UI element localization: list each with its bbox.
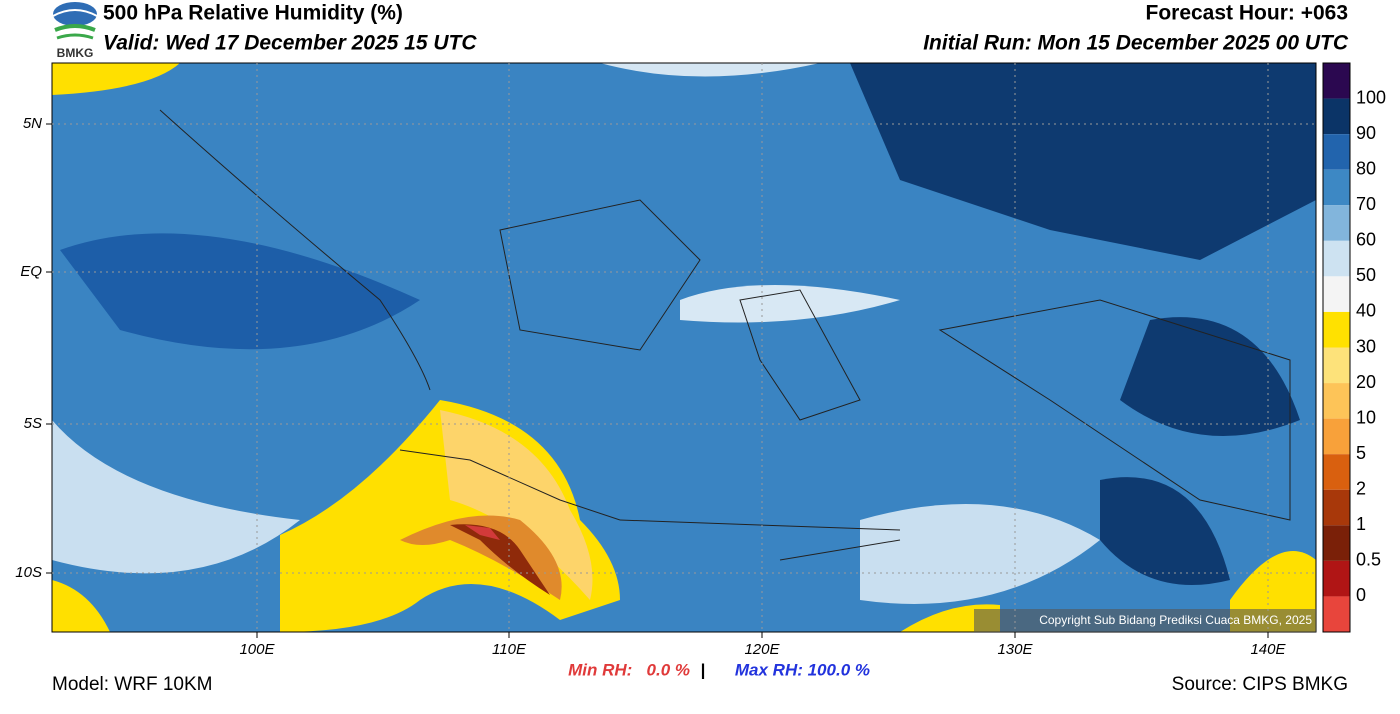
colorbar-frame (1322, 62, 1351, 633)
lat-label: 10S (15, 564, 42, 581)
colorbar-label: 80 (1356, 158, 1376, 178)
model: Model: WRF 10KM (52, 674, 212, 695)
logo-text: BMKG (57, 46, 94, 60)
colorbar-swatch (1323, 205, 1350, 241)
title: 500 hPa Relative Humidity (%) (103, 2, 403, 25)
colorbar-swatch (1323, 347, 1350, 384)
colorbar-swatch (1323, 240, 1350, 277)
colorbar-label: 10 (1356, 407, 1376, 427)
colorbar-swatch (1323, 489, 1350, 526)
lon-label: 110E (492, 641, 527, 658)
colorbar-swatch (1323, 418, 1350, 455)
separator: | (701, 660, 706, 679)
colorbar-swatch (1323, 454, 1350, 490)
valid-time: Valid: Wed 17 December 2025 15 UTC (103, 32, 477, 55)
colorbar-swatch (1323, 383, 1350, 419)
colorbar-swatch (1323, 311, 1350, 348)
colorbar-swatch (1323, 276, 1350, 312)
map-frame (51, 62, 1317, 633)
copyright-box (974, 609, 1316, 632)
colorbar-label: 0.5 (1356, 550, 1381, 570)
source: Source: CIPS BMKG (1172, 674, 1348, 695)
colorbar-label: 70 (1356, 194, 1376, 214)
lon-label: 100E (239, 641, 275, 658)
colorbar-swatch (1323, 63, 1350, 99)
lat-label: EQ (20, 263, 42, 280)
colorbar-swatch (1323, 169, 1350, 206)
lon-label: 140E (1250, 641, 1286, 658)
lat-label: 5N (23, 115, 42, 132)
colorbar-label: 40 (1356, 301, 1376, 321)
colorbar-label: 20 (1356, 372, 1376, 392)
forecast-hour: Forecast Hour: +063 (1146, 2, 1349, 25)
colorbar-label: 2 (1356, 479, 1366, 499)
logo: BMKG (52, 2, 98, 60)
colorbar-label: 0 (1356, 585, 1366, 605)
colorbar-label: 50 (1356, 265, 1376, 285)
colorbar-label: 30 (1356, 336, 1376, 356)
max-rh: Max RH: 100.0 % (735, 660, 870, 679)
lat-label: 5S (24, 415, 42, 432)
min-rh: Min RH: 0.0 % (568, 660, 690, 679)
colorbar-swatch (1323, 525, 1350, 561)
colorbar-label: 1 (1356, 514, 1366, 534)
initial-run: Initial Run: Mon 15 December 2025 00 UTC (923, 32, 1349, 55)
colorbar-label: 5 (1356, 443, 1366, 463)
colorbar-swatch (1323, 98, 1350, 135)
colorbar-label: 90 (1356, 123, 1376, 143)
colorbar-label: 100 (1356, 87, 1386, 107)
colorbar-label: 60 (1356, 230, 1376, 250)
copyright: Copyright Sub Bidang Prediksi Cuaca BMKG… (1039, 613, 1312, 627)
lon-label: 120E (744, 641, 780, 658)
colorbar-swatch (1323, 596, 1350, 632)
map (52, 63, 1316, 632)
colorbar-swatch (1323, 560, 1350, 597)
lon-label: 130E (997, 641, 1033, 658)
colorbar-swatch (1323, 134, 1350, 170)
